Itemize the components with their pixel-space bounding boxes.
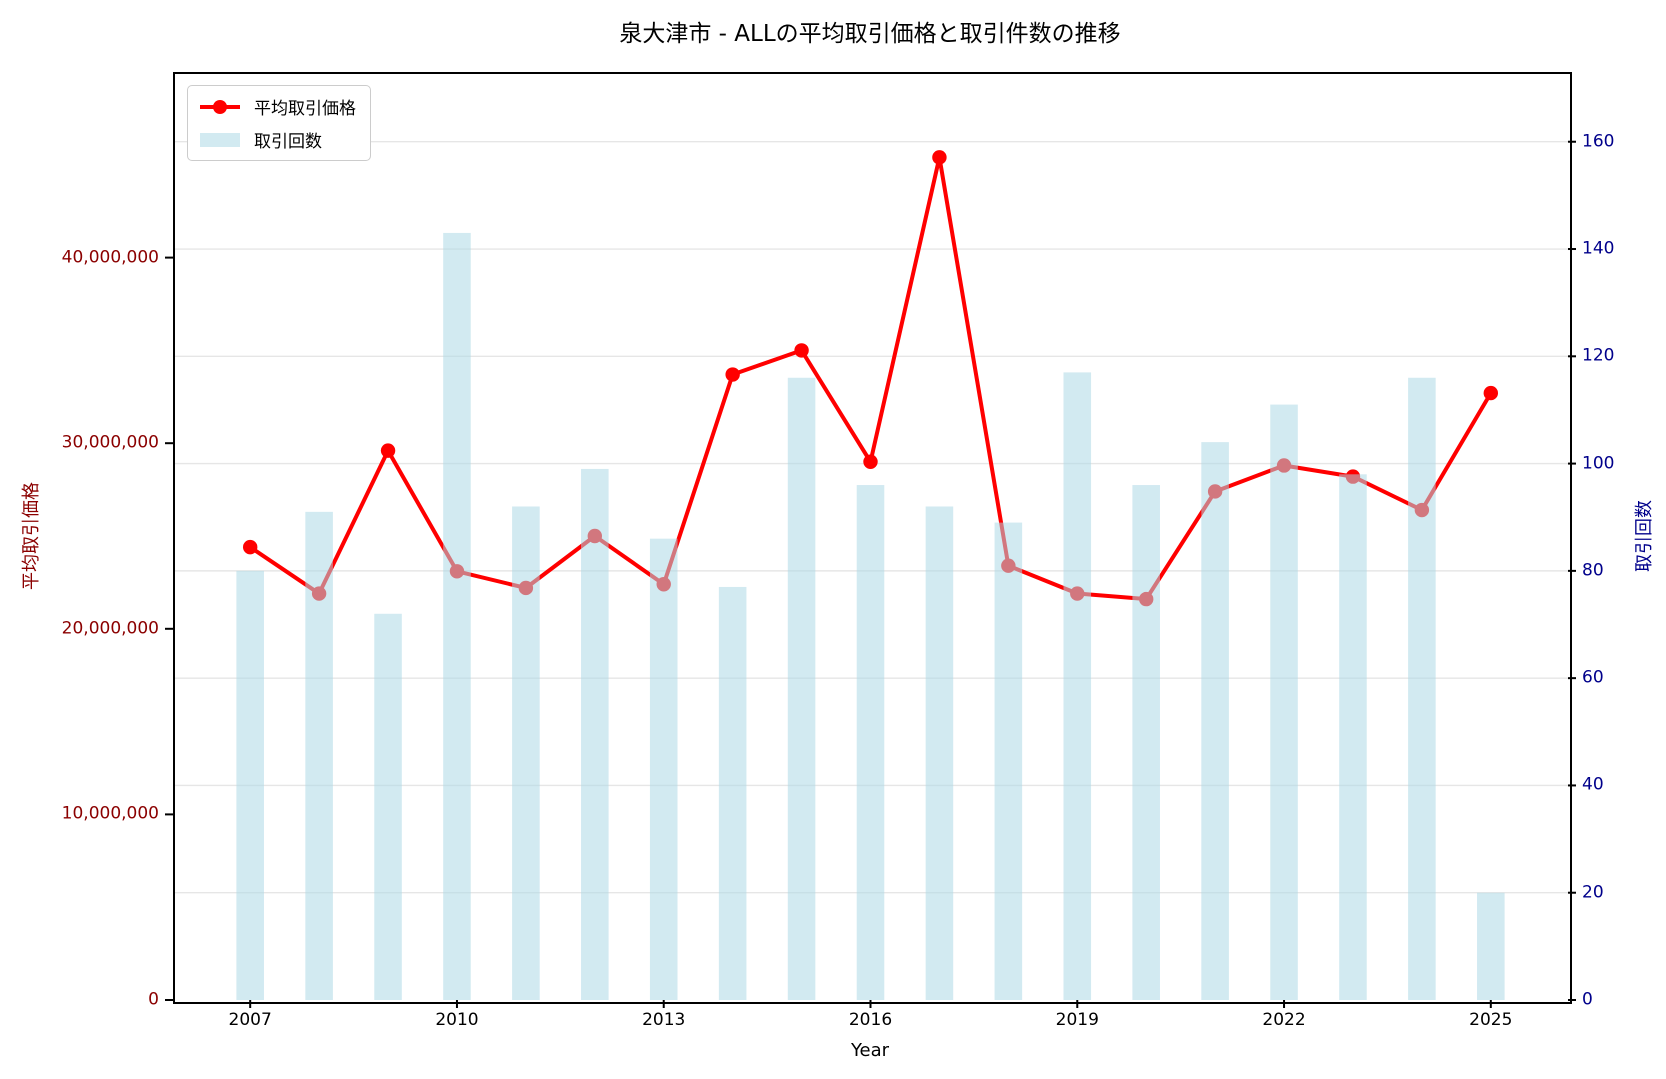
legend-item-count: 取引回数 — [198, 127, 356, 152]
price-marker — [725, 367, 740, 382]
right-axis-tick-label: 120 — [1582, 345, 1615, 366]
legend: 平均取引価格 取引回数 — [187, 85, 371, 161]
count-bar — [443, 232, 471, 1000]
x-axis-tick-label: 2010 — [435, 1010, 479, 1030]
x-axis-tick-label: 2016 — [848, 1010, 893, 1030]
left-axis-tick-label: 40,000,000 — [61, 247, 159, 268]
count-bar — [1477, 892, 1505, 1000]
count-bar — [305, 511, 333, 1000]
right-axis-tick-label: 20 — [1582, 882, 1604, 903]
legend-item-price: 平均取引価格 — [198, 94, 356, 119]
count-bar — [1132, 485, 1160, 1000]
x-axis-title: Year — [850, 1040, 890, 1061]
count-bar — [1339, 474, 1367, 1000]
right-axis-tick-label: 0 — [1582, 989, 1593, 1010]
price-marker — [242, 539, 258, 555]
price-marker — [932, 150, 947, 165]
left-axis-title: 平均取引価格 — [21, 482, 42, 590]
left-axis-tick-label: 10,000,000 — [61, 803, 159, 824]
right-axis-tick-label: 160 — [1582, 131, 1615, 152]
right-axis-tick-label: 40 — [1582, 774, 1604, 795]
count-bar — [512, 506, 540, 1000]
count-bar — [649, 538, 678, 1000]
count-bar — [1063, 372, 1092, 1000]
count-bar — [925, 506, 954, 1000]
count-bar — [374, 613, 402, 1000]
price-marker — [794, 343, 809, 358]
right-axis-title: 取引回数 — [1634, 500, 1655, 572]
legend-label-price: 平均取引価格 — [254, 99, 356, 119]
count-bar — [787, 377, 816, 1001]
right-axis-tick-label: 60 — [1582, 667, 1604, 688]
count-bar — [856, 485, 885, 1000]
bar-patch-swatch-icon — [200, 132, 240, 147]
count-bar — [1270, 404, 1298, 1001]
right-axis-tick-label: 140 — [1582, 238, 1615, 259]
left-axis-tick-label: 0 — [148, 989, 159, 1010]
line-marker-swatch-icon — [200, 99, 240, 114]
count-bar — [581, 468, 609, 1000]
right-axis-tick-label: 100 — [1582, 453, 1615, 474]
count-bar — [1201, 442, 1229, 1000]
x-axis-tick-label: 2022 — [1262, 1010, 1306, 1030]
price-marker — [863, 454, 878, 469]
right-axis-tick-label: 80 — [1582, 560, 1604, 581]
x-axis-tick-label: 2013 — [642, 1010, 686, 1030]
x-axis-tick-label: 2025 — [1469, 1010, 1513, 1030]
chart-title: 泉大津市 - ALLの平均取引価格と取引件数の推移 — [619, 21, 1121, 47]
count-bar — [994, 522, 1023, 1000]
x-axis-tick-label: 2019 — [1055, 1010, 1099, 1030]
plot-area — [173, 72, 1572, 1004]
legend-label-count: 取引回数 — [254, 132, 322, 152]
left-axis-tick-label: 20,000,000 — [61, 618, 159, 639]
price-marker — [1483, 385, 1499, 401]
left-axis-tick-label: 30,000,000 — [61, 432, 159, 453]
x-axis-tick-label: 2007 — [228, 1010, 272, 1030]
count-bar — [718, 586, 747, 1000]
price-marker — [380, 443, 396, 458]
count-bar — [1408, 377, 1436, 1001]
count-bar — [236, 570, 264, 1000]
